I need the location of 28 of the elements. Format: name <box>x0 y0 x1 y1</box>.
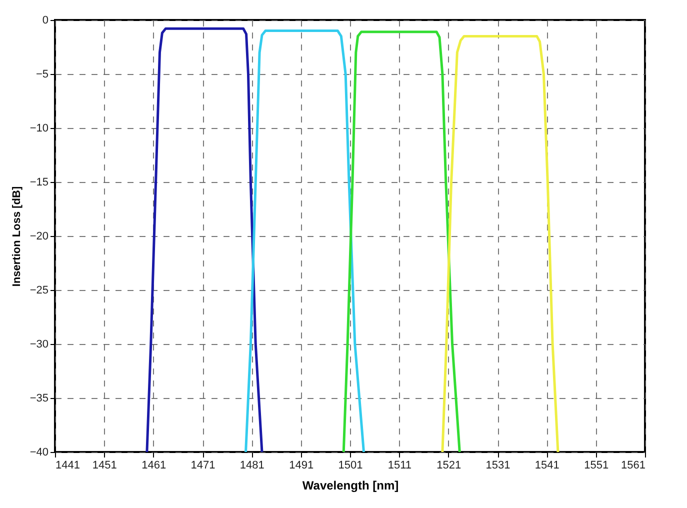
y-tick-label: −15 <box>30 176 48 188</box>
x-tick-label: 1541 <box>534 460 560 472</box>
x-tick-label: 1471 <box>190 460 216 472</box>
y-tick-label: 0 <box>42 14 48 26</box>
y-tick-label: −10 <box>30 122 48 134</box>
x-tick-label: 1451 <box>92 460 117 472</box>
x-tick-label: 1501 <box>338 460 363 472</box>
x-tick-label: 1521 <box>436 460 462 472</box>
line-series <box>342 30 461 454</box>
line-series <box>244 30 366 454</box>
line-series <box>441 34 560 454</box>
y-tick-label: −35 <box>30 392 48 404</box>
y-tick-label: −5 <box>36 68 48 80</box>
y-tick-label: −20 <box>30 230 48 242</box>
line-series <box>146 27 264 454</box>
x-tick-label: 1481 <box>240 460 264 472</box>
y-tick-label: −25 <box>30 284 48 296</box>
y-tick-label: −40 <box>30 446 48 458</box>
x-tick-label: 1561 <box>621 460 646 472</box>
x-tick-label: 1531 <box>486 460 510 472</box>
x-tick-label: 1461 <box>142 460 166 472</box>
y-tick-label: −30 <box>30 338 48 350</box>
x-tick-label: 1551 <box>584 460 609 472</box>
x-axis-title: Wavelength [nm] <box>302 478 399 492</box>
y-axis-title: Insertion Loss [dB] <box>10 186 23 287</box>
x-tick-label: 1511 <box>388 460 412 472</box>
x-tick-label: 1491 <box>289 460 314 472</box>
x-tick-label: 1441 <box>56 460 80 472</box>
